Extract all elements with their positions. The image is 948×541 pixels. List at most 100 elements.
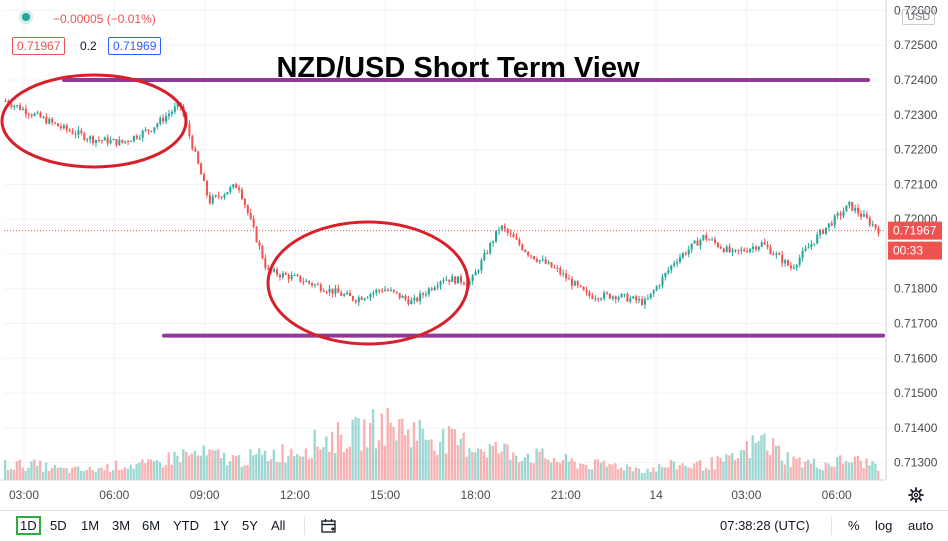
candle-body	[442, 280, 445, 282]
volume-bar	[342, 452, 346, 480]
candle-body	[483, 252, 486, 261]
range-1y[interactable]: 1Y	[213, 518, 229, 533]
volume-bar	[661, 467, 664, 480]
candle-body	[386, 289, 390, 291]
volume-bar	[655, 471, 658, 480]
candle-body	[582, 286, 585, 291]
volume-bar	[751, 435, 754, 480]
candle-body	[305, 280, 308, 282]
volume-bar	[500, 451, 503, 480]
range-5y[interactable]: 5Y	[242, 518, 258, 533]
candle-body	[778, 253, 781, 255]
candle-body	[445, 279, 448, 281]
candle-body	[822, 229, 825, 234]
candle-body	[319, 284, 322, 291]
volume-bar	[272, 449, 275, 480]
candle-body	[524, 249, 527, 252]
volume-bar	[748, 457, 751, 480]
utc-clock[interactable]: 07:38:28 (UTC)	[720, 518, 810, 533]
volume-bar	[468, 448, 471, 480]
goto-date-icon[interactable]	[320, 518, 338, 539]
volume-bar	[319, 449, 322, 480]
log-toggle[interactable]: log	[875, 518, 893, 533]
candle-body	[734, 249, 737, 251]
volume-bar	[611, 464, 614, 480]
volume-bar	[847, 462, 851, 480]
volume-bar	[853, 456, 857, 480]
volume-bar	[345, 448, 348, 480]
auto-toggle[interactable]: auto	[908, 518, 934, 533]
candle-body	[124, 141, 127, 143]
range-1m[interactable]: 1M	[81, 518, 100, 533]
volume-bar	[529, 462, 532, 480]
volume-bar	[9, 469, 13, 480]
time-tick-label: 15:00	[370, 488, 400, 502]
candle-body	[687, 249, 690, 255]
candle-body	[667, 270, 670, 273]
candle-body	[530, 255, 533, 257]
range-all[interactable]: All	[271, 518, 286, 533]
currency-label[interactable]: USD	[902, 9, 936, 25]
candle-body	[413, 297, 416, 301]
volume-bar	[477, 448, 480, 480]
volume-bar	[444, 453, 448, 480]
candle-body	[757, 246, 760, 250]
range-ytd[interactable]: YTD	[173, 518, 199, 533]
candle-body	[343, 294, 346, 296]
volume-bar	[243, 465, 246, 480]
volume-bar	[325, 436, 328, 480]
volume-bar	[214, 450, 217, 480]
candle-body	[486, 252, 489, 254]
time-tick-label: 09:00	[190, 488, 220, 502]
volume-bar	[769, 454, 772, 480]
volume-bar	[231, 455, 235, 480]
candle-body	[862, 214, 865, 217]
price-tick-label: 0.71300	[894, 456, 938, 470]
volume-bar	[590, 469, 594, 480]
range-6m[interactable]: 6M	[142, 518, 161, 533]
volume-bar	[526, 453, 530, 480]
candle-body	[109, 140, 112, 144]
bid-price[interactable]: 0.71967	[12, 37, 66, 55]
candle-body	[316, 284, 319, 286]
toolbar-divider	[304, 517, 305, 535]
candle-body	[737, 249, 740, 251]
volume-bar	[450, 428, 454, 480]
volume-bar	[842, 463, 845, 480]
candle-body	[427, 288, 430, 295]
candle-body	[103, 137, 106, 141]
volume-bar	[39, 460, 42, 480]
volume-bar	[316, 446, 319, 480]
chart-area[interactable]: 0.72600 0.72500 0.72400 0.72300 0.72200 0.721…	[0, 0, 948, 510]
current-price-tag	[888, 221, 942, 240]
volume-bar	[491, 445, 494, 480]
candle-body	[65, 125, 68, 130]
volume-bar	[745, 441, 749, 480]
range-1d[interactable]: 1D	[16, 516, 41, 535]
candle-body	[150, 130, 153, 132]
candle-body	[24, 108, 27, 115]
volume-bar	[18, 459, 21, 480]
volume-bar	[339, 434, 343, 480]
volume-bar	[412, 422, 416, 480]
volume-bar	[91, 470, 94, 480]
settings-gear-icon[interactable]	[908, 487, 924, 508]
volume-bar	[190, 453, 194, 480]
candle-body	[16, 105, 19, 107]
volume-bar	[225, 465, 229, 480]
price-tick-label: 0.71400	[894, 421, 938, 435]
candle-body	[743, 249, 746, 252]
percent-toggle[interactable]: %	[848, 518, 860, 533]
candle-body	[121, 139, 124, 143]
range-3m[interactable]: 3M	[112, 518, 131, 533]
ask-price[interactable]: 0.71969	[108, 37, 162, 55]
volume-bar	[266, 461, 270, 480]
candle-body	[678, 257, 682, 263]
candle-body	[51, 118, 54, 123]
candle-body	[786, 260, 790, 266]
range-5d[interactable]: 5D	[50, 518, 67, 533]
volume-bar	[120, 469, 124, 480]
candle-body	[410, 300, 413, 305]
candle-body	[100, 140, 103, 142]
volume-bar	[658, 464, 661, 480]
